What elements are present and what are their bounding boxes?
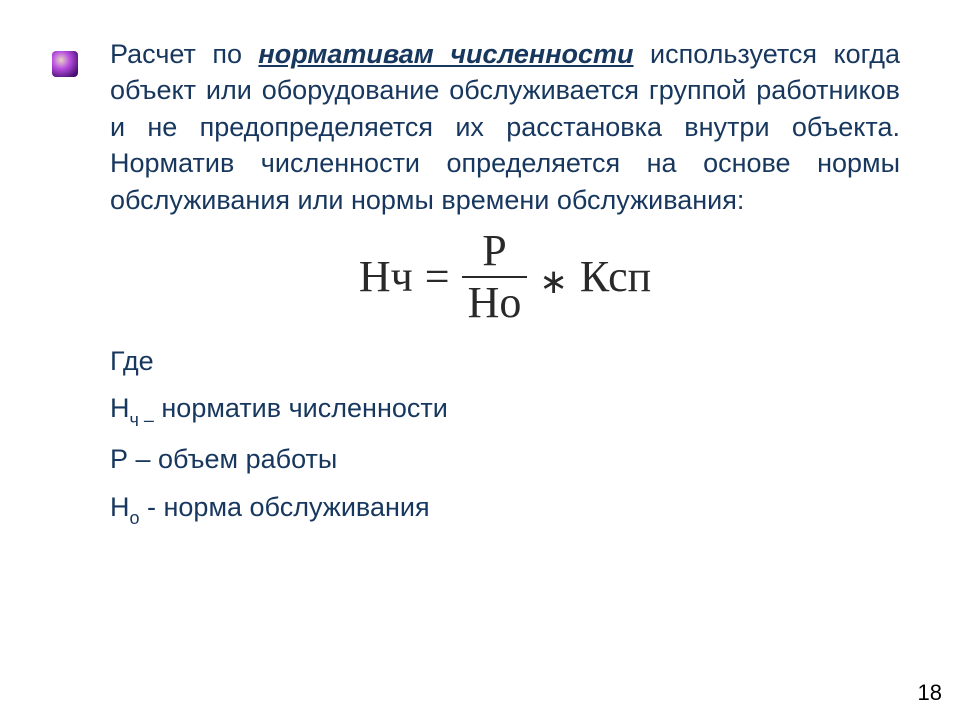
definition-2: Р – объем работы — [110, 439, 900, 481]
formula: Нч = Р Но ∗ Ксп — [110, 228, 900, 326]
intro-pre: Расчет по — [110, 39, 258, 69]
definitions-block: Где Нч – норматив численности Р – объем … — [110, 341, 900, 531]
definition-1: Нч – норматив численности — [110, 388, 900, 432]
definition-3: Но - норма обслуживания — [110, 487, 900, 531]
page-number: 18 — [918, 680, 942, 706]
formula-fraction: Р Но — [462, 228, 528, 326]
formula-eq: = — [425, 255, 450, 299]
formula-numerator: Р — [476, 228, 512, 276]
intro-paragraph: Расчет по нормативам численности использ… — [110, 36, 900, 218]
intro-emphasis: нормативам численности — [258, 39, 633, 69]
formula-operator: ∗ — [539, 266, 568, 300]
bullet-icon — [50, 49, 80, 79]
where-label: Где — [110, 341, 900, 383]
formula-lhs: Нч — [359, 255, 413, 299]
formula-denominator: Но — [462, 278, 528, 326]
formula-tail: Ксп — [580, 255, 651, 299]
